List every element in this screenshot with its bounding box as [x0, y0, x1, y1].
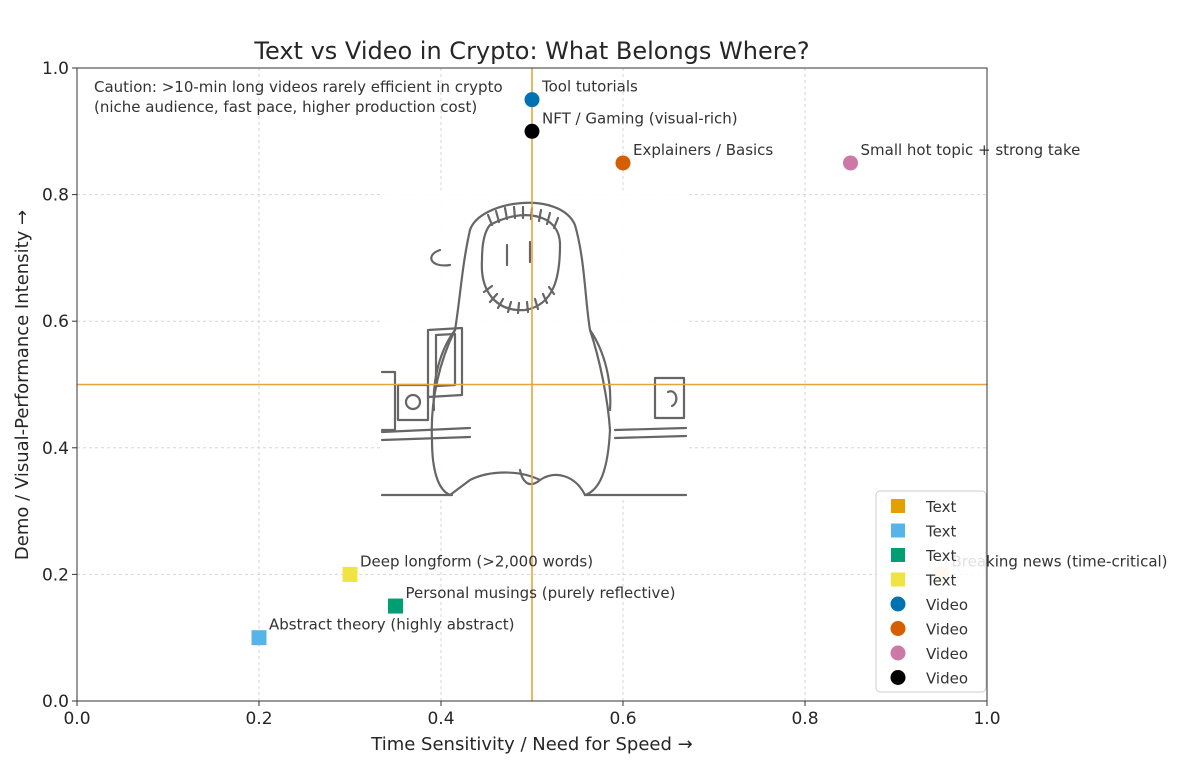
legend-marker-square — [891, 499, 905, 513]
chart-title: Text vs Video in Crypto: What Belongs Wh… — [253, 37, 809, 65]
data-point-label: Personal musings (purely reflective) — [406, 584, 676, 602]
x-tick-label: 0.6 — [609, 709, 636, 729]
legend-label: Text — [925, 572, 956, 590]
plot-area-border — [76, 67, 988, 702]
threshold-lines — [77, 68, 987, 701]
legend-marker-square — [891, 548, 905, 562]
x-tick-label: 0.4 — [427, 709, 454, 729]
data-point-label: NFT / Gaming (visual-rich) — [542, 109, 738, 127]
legend-label: Video — [926, 645, 968, 663]
x-tick-label: 0.0 — [63, 709, 90, 729]
legend-label: Video — [926, 596, 968, 614]
legend-marker-circle — [890, 621, 906, 636]
data-point-square — [388, 598, 403, 614]
data-point-label: Small hot topic + strong take — [861, 141, 1081, 159]
y-tick-label: 0.0 — [42, 692, 69, 712]
y-tick-label: 0.2 — [42, 565, 69, 585]
hooded-figure-sketch — [380, 190, 688, 500]
legend-label: Video — [926, 670, 968, 688]
data-point-square — [251, 630, 267, 646]
plot-frame — [76, 67, 988, 702]
data-point-circle — [615, 155, 631, 171]
legend-marker-circle — [890, 596, 906, 612]
y-tick-label: 0.8 — [42, 186, 69, 206]
y-tick-label: 1.0 — [42, 59, 69, 79]
y-axis-ticks: 0.0 0.2 0.4 0.6 0.8 1.0 — [42, 59, 77, 712]
data-point-label: Explainers / Basics — [633, 141, 773, 159]
legend-marker-square — [891, 572, 905, 587]
y-tick-label: 0.4 — [42, 439, 69, 459]
caution-annotation-line1: Caution: >10-min long videos rarely effi… — [94, 78, 503, 96]
data-points: Breaking news (time-critical) Abstract th… — [251, 78, 1168, 646]
legend-box — [875, 490, 987, 693]
x-tick-label: 0.2 — [245, 709, 272, 729]
data-point-circle — [524, 123, 540, 139]
legend-label: Video — [926, 621, 968, 639]
data-point-label: Tool tutorials — [541, 78, 638, 96]
legend-marker-circle — [890, 670, 906, 685]
legend-label: Text — [925, 523, 956, 541]
data-point-label: Breaking news (time-critical) — [952, 552, 1168, 570]
data-point-circle — [524, 92, 540, 108]
y-tick-label: 0.6 — [42, 312, 69, 332]
data-point-circle — [843, 155, 858, 171]
x-tick-label: 0.8 — [791, 709, 818, 729]
legend-marker-square — [891, 523, 905, 538]
x-tick-label: 1.0 — [973, 709, 1000, 729]
y-axis-label: Demo / Visual-Performance Intensity → — [12, 210, 33, 560]
legend-marker-circle — [890, 645, 906, 661]
x-axis-label: Time Sensitivity / Need for Speed → — [370, 734, 692, 755]
caution-annotation-line2: (niche audience, fast pace, higher produ… — [94, 98, 477, 116]
data-point-label: Abstract theory (highly abstract) — [269, 616, 514, 634]
data-point-square — [342, 566, 358, 582]
legend: Text Text Text Text Video Video Video Video — [875, 490, 987, 693]
legend-label: Text — [925, 498, 956, 516]
data-point-label: Deep longform (>2,000 words) — [360, 552, 593, 570]
x-axis-ticks: 0.0 0.2 0.4 0.6 0.8 1.0 — [63, 701, 1001, 729]
legend-label: Text — [925, 547, 956, 565]
